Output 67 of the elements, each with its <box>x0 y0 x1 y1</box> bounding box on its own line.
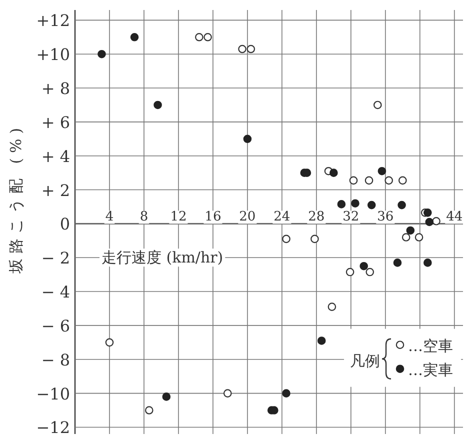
y-tick-label: +10 <box>36 45 70 64</box>
x-tick-label: 44 <box>446 210 463 225</box>
x-tick-label: 24 <box>274 210 290 225</box>
point <box>337 200 346 208</box>
x-axis-title: 走行速度 (km/hr) <box>101 248 224 267</box>
point <box>360 262 368 270</box>
point <box>425 218 434 226</box>
point <box>282 389 290 398</box>
point <box>246 44 256 54</box>
x-tick-label: 16 <box>204 210 222 225</box>
point <box>378 166 386 176</box>
point <box>424 258 432 267</box>
point <box>349 176 358 185</box>
legend-title: 凡例 <box>350 352 380 370</box>
x-tick-label: 20 <box>239 210 256 225</box>
y-tick-label: + 4 <box>41 146 70 166</box>
y-tick-label: − 4 <box>41 282 70 302</box>
point <box>414 233 424 242</box>
y-tick-label: 0 <box>60 214 70 234</box>
point <box>204 32 212 42</box>
point <box>243 134 252 144</box>
point <box>195 32 204 42</box>
point <box>393 258 402 267</box>
point <box>154 100 162 110</box>
y-tick-label: − 8 <box>41 350 70 370</box>
x-tick-label: 4 <box>105 210 114 225</box>
point <box>367 200 376 210</box>
point <box>98 50 106 58</box>
point <box>366 268 374 276</box>
point <box>105 338 114 347</box>
point <box>330 168 338 177</box>
point <box>398 200 406 210</box>
y-tick-label: + 2 <box>41 180 70 200</box>
x-tick-label: 8 <box>140 210 148 225</box>
point <box>402 233 410 242</box>
y-tick-label: + 8 <box>41 79 70 98</box>
point <box>145 406 154 414</box>
x-tick-label: 12 <box>170 210 187 225</box>
point <box>406 226 415 235</box>
point <box>424 208 432 217</box>
y-tick-label: − 6 <box>41 316 70 336</box>
point <box>432 217 440 226</box>
y-axis-title: 坂路こう配 (%) <box>7 122 25 275</box>
x-tick-label: 28 <box>308 210 325 225</box>
x-tick-label: 32 <box>342 210 360 225</box>
point <box>398 176 407 185</box>
y-tick-label: −10 <box>36 384 70 404</box>
y-tick-label: +12 <box>36 11 70 30</box>
point <box>346 268 354 276</box>
point <box>373 100 382 110</box>
point <box>364 176 374 185</box>
point <box>310 234 319 244</box>
legend-label: …実車 <box>408 360 454 379</box>
point <box>384 176 393 185</box>
point <box>162 392 171 401</box>
legend-label: …空車 <box>408 336 454 355</box>
point <box>130 32 139 42</box>
y-tick-label: − 2 <box>41 248 70 268</box>
point <box>351 199 360 208</box>
point <box>282 234 290 244</box>
point <box>328 302 336 311</box>
x-tick-label: 36 <box>377 210 394 225</box>
point <box>238 44 246 54</box>
y-tick-label: + 6 <box>41 112 70 132</box>
point <box>317 336 326 345</box>
y-tick-label: −12 <box>36 418 70 438</box>
point <box>223 389 232 398</box>
